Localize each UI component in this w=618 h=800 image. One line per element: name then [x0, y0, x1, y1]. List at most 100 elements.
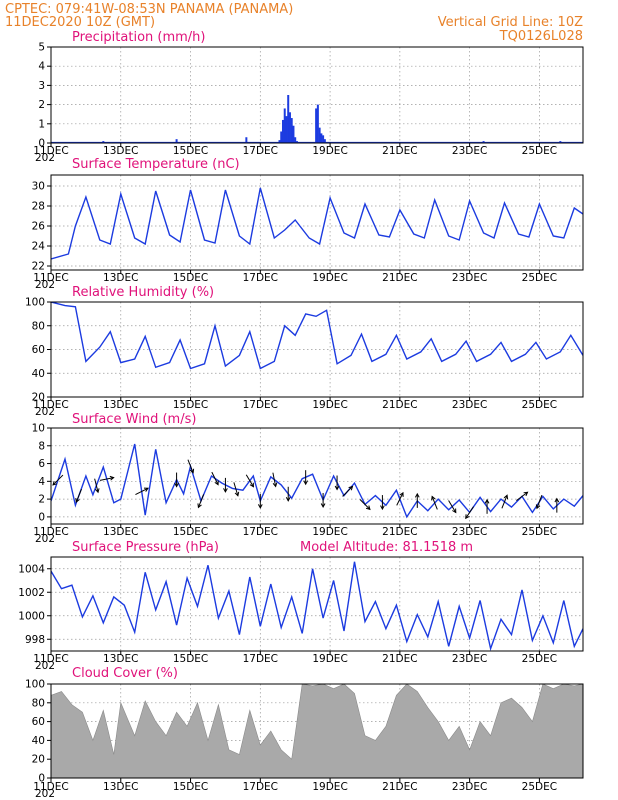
- title-pres: Surface Pressure (hPa): [72, 540, 219, 555]
- year-label-wind: 202: [35, 533, 55, 545]
- wind-arrow-15: [303, 470, 309, 486]
- xtick-label-pres-2: 15DEC: [173, 653, 208, 665]
- wind-arrow-27: [501, 494, 509, 509]
- ytick-label-temp-4: 30: [32, 181, 45, 193]
- xtick-label-rh-5: 21DEC: [382, 399, 417, 411]
- wind-arrow-14: [285, 486, 291, 502]
- xtick-label-temp-6: 23DEC: [452, 272, 487, 284]
- frame-cloud: [50, 683, 584, 779]
- panel-cloud: 0 20 40 60 80 100 11DEC 13DEC 15DEC 17DEC 19DEC 21D…: [25, 666, 584, 800]
- ytick-label-temp-1: 24: [32, 241, 46, 253]
- wind-arrow-9: [223, 477, 228, 493]
- year-label-precip: 202: [35, 152, 55, 164]
- title-temp: Surface Temperature (nC): [72, 157, 240, 172]
- ytick-label-rh-1: 40: [32, 368, 45, 380]
- wind-arrow-7: [197, 494, 205, 509]
- ytick-label-temp-2: 26: [32, 221, 46, 233]
- ytick-label-pres-1: 1000: [18, 610, 45, 622]
- precip-bar-9: [288, 112, 291, 143]
- pres-line: [51, 561, 583, 651]
- xtick-label-precip-2: 15DEC: [173, 145, 208, 157]
- wind-arrow-28: [516, 491, 529, 502]
- wind-arrow-3: [99, 475, 115, 481]
- xtick-label-pres-0: 11DEC: [33, 653, 68, 665]
- wind-arrow-26: [484, 498, 490, 514]
- panel-temp: 22 24 26 28 30 11DEC 13DEC 15DEC 17DEC 19DEC 21DEC…: [32, 157, 584, 291]
- xtick-label-wind-5: 21DEC: [382, 526, 417, 538]
- xtick-label-temp-1: 13DEC: [103, 272, 138, 284]
- xtick-label-rh-6: 23DEC: [452, 399, 487, 411]
- xtick-label-temp-5: 21DEC: [382, 272, 417, 284]
- wind-arrow-20: [380, 495, 385, 511]
- ytick-label-precip-5: 5: [38, 42, 45, 54]
- xtick-label-rh-7: 25DEC: [522, 399, 557, 411]
- xtick-label-cloud-7: 25DEC: [522, 781, 557, 793]
- xtick-label-temp-4: 19DEC: [312, 272, 347, 284]
- xtick-label-rh-4: 19DEC: [312, 399, 347, 411]
- precip-bar-10: [290, 118, 293, 143]
- wind-arrow-8: [211, 471, 219, 486]
- precip-bar-11: [292, 125, 295, 143]
- wind-arrow-21: [396, 491, 404, 506]
- xtick-label-precip-0: 11DEC: [33, 145, 68, 157]
- precip-bar-15: [316, 104, 319, 143]
- year-label-pres: 202: [35, 660, 55, 672]
- xtick-label-temp-0: 11DEC: [33, 272, 68, 284]
- precip-bar-17: [320, 133, 323, 143]
- header-run-time: 11DEC2020 10Z (GMT): [5, 15, 155, 30]
- title-cloud: Cloud Cover (%): [72, 666, 178, 681]
- xtick-label-pres-7: 25DEC: [522, 653, 557, 665]
- ytick-label-precip-4: 4: [38, 61, 45, 73]
- wind-arrow-30: [554, 497, 560, 513]
- rh-line: [51, 302, 583, 370]
- ytick-label-rh-4: 100: [25, 297, 45, 309]
- ytick-label-rh-0: 20: [32, 392, 45, 404]
- subtitle-pres: Model Altitude: 81.1518 m: [300, 540, 473, 555]
- precip-bar-3: [278, 140, 281, 143]
- ytick-label-wind-4: 8: [38, 440, 45, 452]
- ytick-label-cloud-5: 100: [25, 679, 45, 691]
- ytick-label-wind-3: 6: [38, 458, 45, 470]
- precip-bar-14: [315, 108, 318, 143]
- xtick-label-temp-7: 25DEC: [522, 272, 557, 284]
- xtick-label-cloud-6: 23DEC: [452, 781, 487, 793]
- precip-bar-8: [287, 95, 290, 143]
- precip-bar-4: [280, 131, 283, 143]
- xtick-label-wind-4: 19DEC: [312, 526, 347, 538]
- xtick-label-rh-1: 13DEC: [103, 399, 138, 411]
- precip-bar-12: [294, 137, 297, 143]
- wind-arrow-17: [334, 475, 340, 491]
- wind-arrow-6: [187, 459, 195, 474]
- ytick-label-cloud-0: 0: [38, 773, 45, 785]
- wind-arrow-29: [535, 495, 543, 510]
- ytick-label-rh-2: 60: [32, 344, 45, 356]
- xtick-label-cloud-2: 15DEC: [173, 781, 208, 793]
- ytick-label-wind-0: 0: [38, 511, 45, 523]
- year-label-temp: 202: [35, 279, 55, 291]
- xtick-label-pres-4: 19DEC: [312, 653, 347, 665]
- frame-wind: [50, 427, 584, 525]
- xtick-label-wind-0: 11DEC: [33, 526, 68, 538]
- xtick-label-temp-2: 15DEC: [173, 272, 208, 284]
- year-label-cloud: 202: [35, 788, 55, 800]
- ytick-label-wind-2: 4: [38, 476, 45, 488]
- wind-arrow-11: [245, 474, 254, 488]
- xtick-label-precip-3: 17DEC: [243, 145, 278, 157]
- ytick-label-pres-0: 998: [25, 634, 45, 646]
- wind-arrow-4: [135, 487, 149, 495]
- precip-bar-1: [175, 139, 178, 143]
- xtick-label-pres-3: 17DEC: [243, 653, 278, 665]
- xtick-label-wind-3: 17DEC: [243, 526, 278, 538]
- ytick-label-precip-0: 0: [38, 138, 45, 150]
- ytick-label-precip-3: 3: [38, 80, 45, 92]
- panel-wind: 0 2 4 6 8 10 11DEC 13DEC 15DEC 17DEC 19DEC 21DEC 23D…: [32, 412, 584, 545]
- wind-arrow-5: [174, 472, 179, 488]
- wind-arrow-25: [465, 506, 474, 520]
- xtick-label-rh-0: 11DEC: [33, 399, 68, 411]
- ytick-label-cloud-2: 40: [32, 735, 45, 747]
- ytick-label-rh-3: 80: [32, 320, 45, 332]
- precip-bar-5: [281, 119, 284, 143]
- header-grid-note: Vertical Grid Line: 10Z: [438, 15, 583, 30]
- precip-bar-2: [245, 137, 248, 143]
